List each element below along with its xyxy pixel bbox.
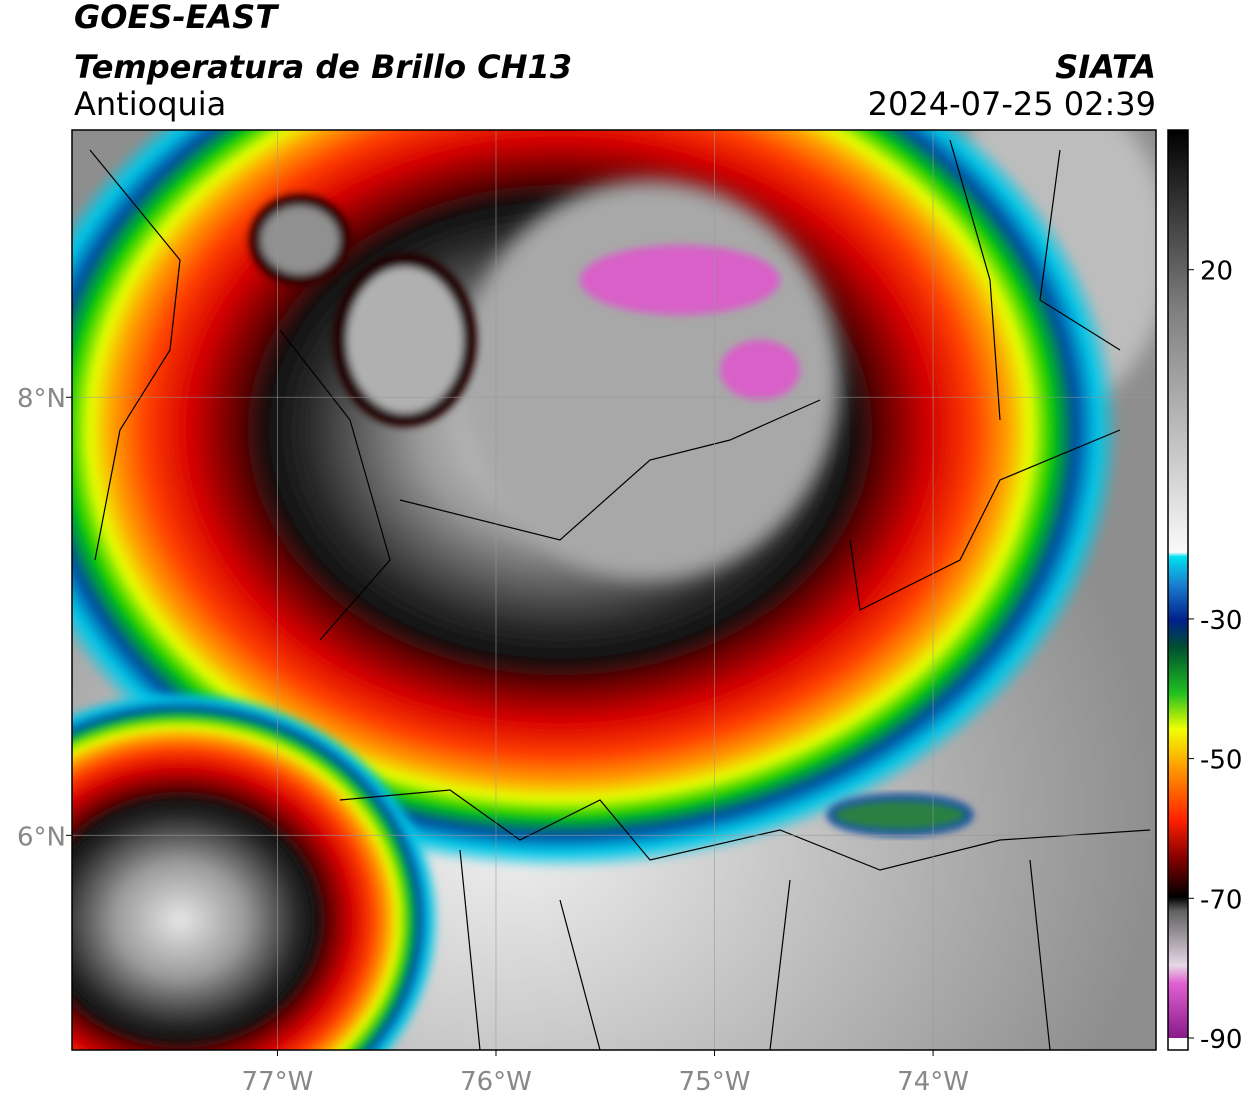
colorbar-tick-label: -30 xyxy=(1200,606,1242,636)
colorbar-frame xyxy=(1167,129,1189,1051)
x-tick-label: 76°W xyxy=(460,1067,532,1097)
map-frame xyxy=(71,129,1157,1051)
map xyxy=(72,130,1156,1050)
borders xyxy=(89,139,1151,1050)
colorbar-tick-label: -70 xyxy=(1200,885,1242,915)
y-tick-label: 6°N xyxy=(17,822,66,852)
colorbar-tick-label: -50 xyxy=(1200,746,1242,776)
cold-top xyxy=(720,340,800,400)
cell xyxy=(827,794,973,836)
colorbar-tick-label: 20 xyxy=(1200,257,1233,287)
cell xyxy=(333,253,477,427)
colorbar xyxy=(1168,130,1188,1038)
x-tick-label: 77°W xyxy=(242,1067,314,1097)
source: SIATA xyxy=(1055,48,1156,86)
colorbar-under xyxy=(1168,1038,1188,1050)
colorbar-tick-label: -90 xyxy=(1200,1025,1242,1055)
storm xyxy=(72,690,440,1050)
satellite: GOES-EAST xyxy=(74,0,279,36)
region: Antioquia xyxy=(74,85,226,123)
cell xyxy=(249,194,351,286)
x-tick-label: 75°W xyxy=(679,1067,751,1097)
x-tick-label: 74°W xyxy=(897,1067,969,1097)
y-tick-label: 8°N xyxy=(17,384,66,414)
product: Temperatura de Brillo CH13 xyxy=(74,48,572,86)
cold-top xyxy=(580,245,780,315)
datetime: 2024-07-25 02:39 xyxy=(868,85,1156,123)
